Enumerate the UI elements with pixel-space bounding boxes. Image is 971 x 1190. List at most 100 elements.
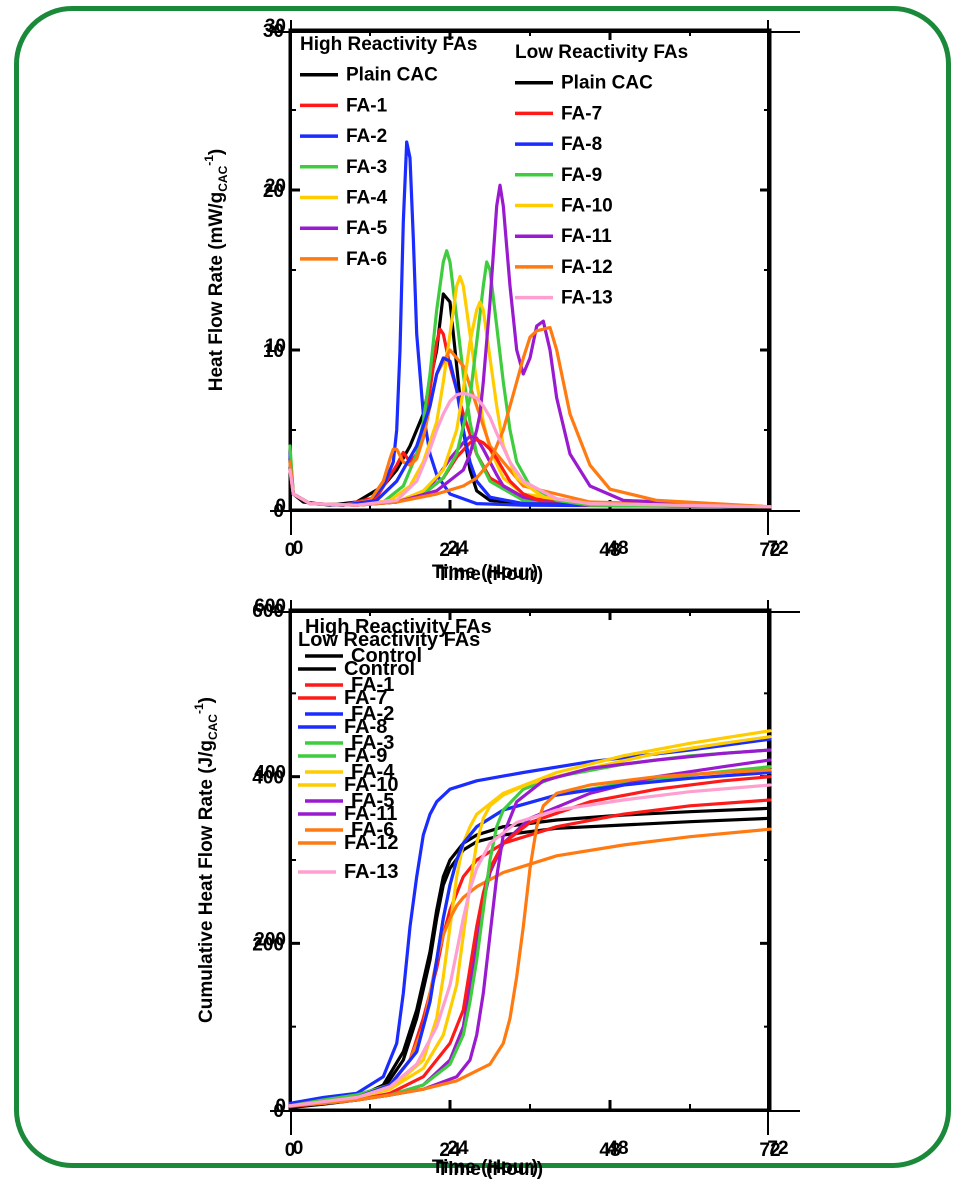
y-axis-label-main: Cumulative Heat Flow Rate (J/g <box>196 740 217 1023</box>
legend-entry-fa-12: FA-12 <box>561 257 613 278</box>
series-line-fa-10-10 <box>288 300 772 509</box>
y-tick-label-overlay: 20 <box>265 176 286 197</box>
x-tick-label: 24 <box>439 540 461 561</box>
legend-entry-fa-11: FA-11 <box>344 803 397 825</box>
x-tick-label: 48 <box>599 1140 620 1161</box>
x-tick-label-overlay: 0 <box>293 538 304 559</box>
x-tick-label-overlay: 24 <box>447 538 469 559</box>
figure-border <box>14 6 951 1168</box>
y-tick-label: 20 <box>263 181 284 202</box>
legend-entry-fa-1: FA-1 <box>351 674 394 696</box>
legend-entry-fa-2: FA-2 <box>346 126 387 147</box>
y-tick-label: 600 <box>252 601 284 622</box>
x-tick-label-overlay: 24 <box>447 1138 469 1159</box>
legend-entry-fa-10: FA-10 <box>344 774 398 796</box>
x-tick-label: 0 <box>285 540 296 561</box>
series-line-plain-cac-0 <box>288 292 772 509</box>
legend-entry-control: Control <box>351 645 422 667</box>
series-lines <box>288 729 772 1110</box>
legend-entry-fa-4: FA-4 <box>351 761 395 783</box>
legend-entry-plain-cac: Plain CAC <box>346 65 438 86</box>
series-line-fa-7-7 <box>288 438 772 509</box>
x-axis-label: Time (Hour) <box>432 562 538 583</box>
y-tick-label-overlay: 10 <box>265 336 286 357</box>
x-tick-label-overlay: 48 <box>607 538 628 559</box>
y-axis-label-end: ) <box>196 697 217 703</box>
y-tick-label-overlay: 30 <box>265 16 286 37</box>
legend-title: High Reactivity FAs <box>305 616 492 638</box>
legend-entry-fa-3: FA-3 <box>346 157 387 178</box>
y-tick-label: 10 <box>263 341 284 362</box>
y-tick-label-overlay: 0 <box>275 496 286 517</box>
series-line-fa-13-13 <box>288 391 772 509</box>
legend-low-reactivity: Low Reactivity FAsControlFA-7FA-8FA-9FA-… <box>298 629 480 883</box>
y-tick-label-overlay: 200 <box>254 929 286 950</box>
legend-entry-fa-13: FA-13 <box>344 861 398 883</box>
x-axis-label: Time (Hour) <box>432 1157 538 1178</box>
legend-entry-fa-3: FA-3 <box>351 732 394 754</box>
x-tick-label: 72 <box>759 1140 780 1161</box>
y-axis-label-sub: CAC <box>216 165 230 191</box>
x-tick-label: 0 <box>285 1140 296 1161</box>
x-axis-label-overlay: Time (Hour) <box>437 1159 543 1180</box>
legend-entry-fa-8: FA-8 <box>561 134 602 155</box>
x-tick-label-overlay: 0 <box>293 1138 304 1159</box>
x-tick-label: 72 <box>759 540 780 561</box>
legend-entry-fa-13: FA-13 <box>561 288 613 309</box>
series-line-fa-13-14 <box>288 783 772 1108</box>
tick-marks <box>288 608 772 1112</box>
legend-entry-fa-9: FA-9 <box>561 165 602 186</box>
y-tick-label: 0 <box>273 1101 284 1122</box>
y-tick-label: 30 <box>263 21 284 42</box>
legend-low-reactivity: Low Reactivity FAs Plain CAC FA-7 FA-8 FA-9 F… <box>515 42 688 309</box>
x-tick-label-overlay: 72 <box>767 1138 788 1159</box>
series-line-fa-2-3 <box>288 737 772 1105</box>
y-tick-label: 0 <box>273 501 284 522</box>
legend-entry-fa-11: FA-11 <box>561 226 612 247</box>
y-tick-label-overlay: 0 <box>275 1096 286 1117</box>
x-tick-label: 48 <box>599 540 620 561</box>
legend-entry-fa-7: FA-7 <box>344 687 387 709</box>
y-axis-label-sup: -1 <box>192 703 206 714</box>
legend-entry-fa-10: FA-10 <box>561 196 613 217</box>
y-axis-label-sup: -1 <box>202 155 216 166</box>
x-axis-label-overlay: Time (Hour) <box>437 564 543 585</box>
legend-entry-fa-1: FA-1 <box>346 95 388 116</box>
legend-entry-fa-2: FA-2 <box>351 703 394 725</box>
y-axis-label: Heat Flow Rate (mW/gCAC-1) <box>202 149 230 392</box>
y-axis-label: Cumulative Heat Flow Rate (J/gCAC-1) <box>192 697 220 1023</box>
series-line-fa-3-3 <box>288 249 772 509</box>
y-axis-label-end: ) <box>206 149 227 155</box>
x-tick-label-overlay: 72 <box>767 538 788 559</box>
legend-entry-control: Control <box>344 658 415 680</box>
legend-entry-fa-7: FA-7 <box>561 103 602 124</box>
legend-entry-fa-4: FA-4 <box>346 188 388 209</box>
legend-entry-fa-6: FA-6 <box>351 819 394 841</box>
series-line-fa-12-13 <box>288 768 772 1108</box>
legend-entry-fa-8: FA-8 <box>344 716 387 738</box>
series-lines <box>288 140 772 509</box>
legend-title: Low Reactivity FAs <box>298 629 480 651</box>
legend-high-reactivity: High Reactivity FAsControlFA-1FA-2FA-3FA… <box>305 616 492 841</box>
y-axis-label-sub: CAC <box>206 714 220 740</box>
y-axis-label-main: Heat Flow Rate (mW/g <box>206 192 227 392</box>
legend-title: High Reactivity FAs <box>300 34 477 55</box>
legend-entry-fa-5: FA-5 <box>351 790 394 812</box>
y-tick-label-overlay: 400 <box>254 763 286 784</box>
legend-entry-fa-5: FA-5 <box>346 218 388 239</box>
y-tick-label: 200 <box>252 934 284 955</box>
legend-high-reactivity: High Reactivity FAs Plain CAC FA-1 FA-2 FA-3… <box>300 34 477 270</box>
x-tick-label-overlay: 48 <box>607 1138 628 1159</box>
legend-entry-plain-cac: Plain CAC <box>561 73 653 94</box>
series-line-fa-4-4 <box>288 274 772 509</box>
y-tick-label-overlay: 600 <box>254 596 286 617</box>
legend-entry-fa-9: FA-9 <box>344 745 387 767</box>
legend-entry-fa-6: FA-6 <box>346 249 387 270</box>
legend-title: Low Reactivity FAs <box>515 42 688 63</box>
legend-entry-fa-12: FA-12 <box>344 832 398 854</box>
